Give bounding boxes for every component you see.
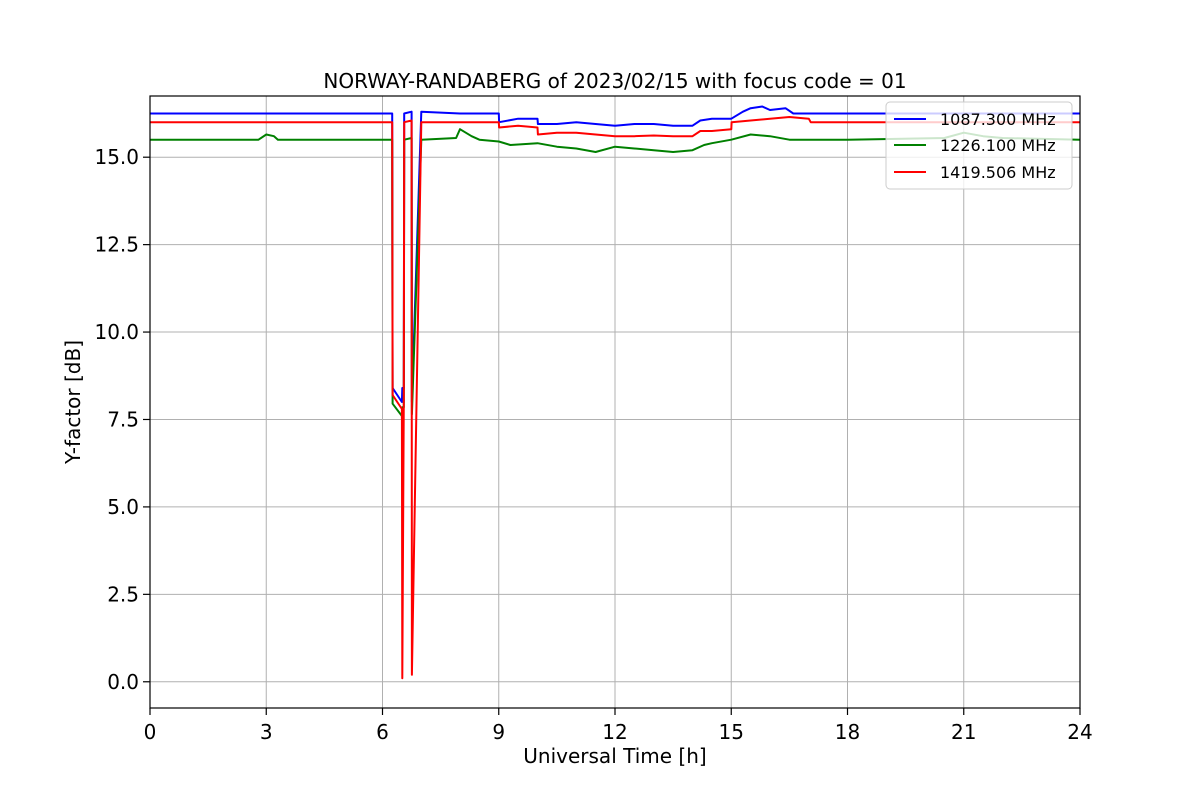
y-tick-label: 7.5 bbox=[107, 407, 139, 431]
y-tick-label: 2.5 bbox=[107, 582, 139, 606]
y-axis-ticks: 0.0 2.5 5.0 7.5 10.0 12.5 15.0 bbox=[94, 145, 150, 694]
x-tick-label: 12 bbox=[602, 720, 627, 744]
series-lines bbox=[150, 105, 1081, 680]
y-tick-label: 12.5 bbox=[94, 233, 139, 257]
x-tick-label: 24 bbox=[1067, 720, 1092, 744]
legend-label-1087: 1087.300 MHz bbox=[940, 110, 1056, 129]
x-tick-label: 3 bbox=[260, 720, 273, 744]
x-tick-label: 18 bbox=[835, 720, 860, 744]
x-tick-label: 6 bbox=[376, 720, 389, 744]
x-tick-label: 0 bbox=[144, 720, 157, 744]
chart-title: NORWAY-RANDABERG of 2023/02/15 with focu… bbox=[323, 69, 906, 93]
legend: 1087.300 MHz 1226.100 MHz 1419.506 MHz bbox=[885, 101, 1073, 190]
y-tick-label: 5.0 bbox=[107, 495, 139, 519]
y-tick-label: 15.0 bbox=[94, 145, 139, 169]
series-line-1419 bbox=[150, 116, 1080, 680]
legend-label-1226: 1226.100 MHz bbox=[940, 136, 1056, 155]
y-axis-label: Y-factor [dB] bbox=[61, 340, 85, 465]
legend-box bbox=[885, 101, 1073, 190]
x-axis-label: Universal Time [h] bbox=[523, 744, 706, 768]
x-tick-label: 15 bbox=[719, 720, 744, 744]
y-tick-label: 0.0 bbox=[107, 670, 139, 694]
x-tick-label: 9 bbox=[492, 720, 505, 744]
series-line-1087 bbox=[150, 105, 1080, 403]
x-tick-label: 21 bbox=[951, 720, 976, 744]
y-tick-label: 10.0 bbox=[94, 320, 139, 344]
series-line-1226 bbox=[150, 128, 1081, 417]
legend-label-1419: 1419.506 MHz bbox=[940, 163, 1056, 182]
x-axis-ticks: 0 3 6 9 12 15 18 21 24 bbox=[144, 708, 1093, 744]
